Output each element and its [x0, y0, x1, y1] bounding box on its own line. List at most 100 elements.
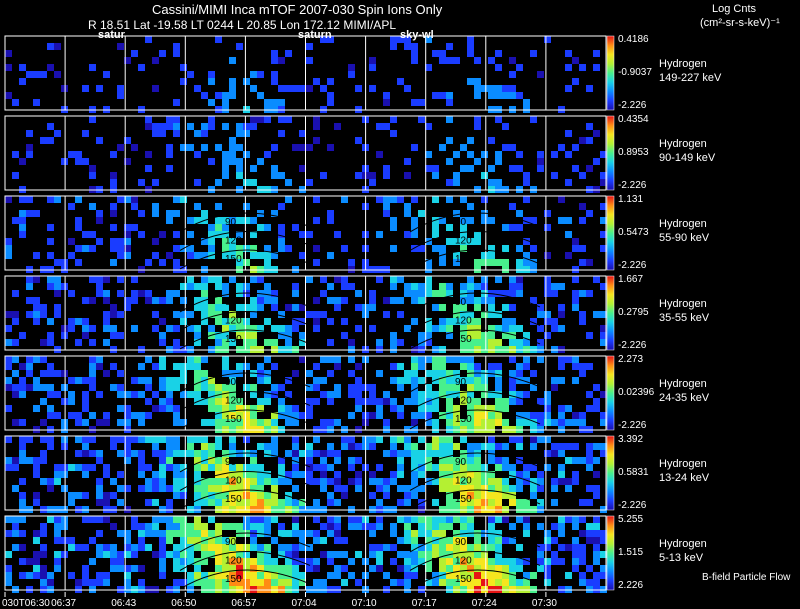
spectrogram-pixel: [334, 419, 341, 426]
spectrogram-pixel: [187, 71, 194, 78]
spectrogram-pixel: [502, 558, 509, 565]
spectrogram-pixel: [166, 210, 173, 217]
spectrogram-pixel: [418, 436, 425, 443]
spectrogram-pixel: [124, 252, 131, 259]
spectrogram-pixel: [278, 224, 285, 231]
spectrogram-pixel: [271, 339, 278, 346]
spectrogram-pixel: [439, 50, 446, 57]
spectrogram-pixel: [334, 551, 341, 558]
spectrogram-pixel: [264, 478, 271, 485]
spectrogram-pixel: [488, 259, 495, 266]
spectrogram-pixel: [271, 565, 278, 572]
spectrogram-pixel: [159, 339, 166, 346]
spectrogram-pixel: [509, 325, 516, 332]
spectrogram-pixel: [250, 217, 257, 224]
spectrogram-pixel: [446, 224, 453, 231]
spectrogram-pixel: [33, 377, 40, 384]
spectrogram-pixel: [425, 450, 432, 457]
spectrogram-pixel: [586, 485, 593, 492]
spectrogram-pixel: [306, 384, 313, 391]
spectrogram-pixel: [467, 499, 474, 506]
spectrogram-pixel: [201, 290, 208, 297]
spectrogram-pixel: [327, 297, 334, 304]
spectrogram-pixel: [110, 551, 117, 558]
spectrogram-pixel: [19, 544, 26, 551]
spectrogram-pixel: [47, 332, 54, 339]
spectrogram-pixel: [481, 217, 488, 224]
spectrogram-pixel: [278, 85, 285, 92]
spectrogram-pixel: [215, 492, 222, 499]
spectrogram-pixel: [236, 172, 243, 179]
spectrogram-pixel: [187, 443, 194, 450]
spectrogram-pixel: [187, 144, 194, 151]
spectrogram-pixel: [369, 530, 376, 537]
spectrogram-pixel: [243, 464, 250, 471]
spectrogram-pixel: [47, 478, 54, 485]
spectrogram-pixel: [292, 412, 299, 419]
spectrogram-pixel: [593, 50, 600, 57]
spectrogram-pixel: [439, 318, 446, 325]
spectrogram-pixel: [425, 123, 432, 130]
spectrogram-pixel: [5, 356, 12, 363]
spectrogram-pixel: [264, 116, 271, 123]
spectrogram-pixel: [383, 398, 390, 405]
spectrogram-pixel: [208, 377, 215, 384]
spectrogram-pixel: [166, 297, 173, 304]
spectrogram-pixel: [565, 130, 572, 137]
spectrogram-pixel: [61, 523, 68, 530]
spectrogram-pixel: [229, 485, 236, 492]
spectrogram-pixel: [516, 64, 523, 71]
spectrogram-pixel: [222, 391, 229, 398]
spectrogram-pixel: [152, 297, 159, 304]
spectrogram-pixel: [544, 290, 551, 297]
spectrogram-pixel: [523, 471, 530, 478]
spectrogram-pixel: [481, 579, 488, 586]
spectrogram-pixel: [586, 85, 593, 92]
spectrogram-pixel: [229, 57, 236, 64]
spectrogram-pixel: [572, 144, 579, 151]
spectrogram-pixel: [40, 530, 47, 537]
spectrogram-pixel: [523, 478, 530, 485]
spectrogram-pixel: [509, 558, 516, 565]
spectrogram-pixel: [467, 36, 474, 43]
spectrogram-pixel: [418, 471, 425, 478]
spectrogram-pixel: [425, 405, 432, 412]
spectrogram-pixel: [47, 579, 54, 586]
spectrogram-pixel: [33, 99, 40, 106]
spectrogram-pixel: [173, 325, 180, 332]
spectrogram-pixel: [271, 443, 278, 450]
spectrogram-pixel: [236, 318, 243, 325]
spectrogram-pixel: [348, 339, 355, 346]
spectrogram-pixel: [243, 179, 250, 186]
spectrogram-pixel: [131, 412, 138, 419]
spectrogram-pixel: [138, 419, 145, 426]
spectrogram-pixel: [334, 530, 341, 537]
contour-line: [179, 391, 311, 411]
spectrogram-pixel: [75, 450, 82, 457]
spectrogram-pixel: [33, 551, 40, 558]
spectrogram-pixel: [432, 370, 439, 377]
spectrogram-pixel: [348, 283, 355, 290]
spectrogram-pixel: [516, 224, 523, 231]
spectrogram-pixel: [446, 377, 453, 384]
spectrogram-pixel: [194, 471, 201, 478]
spectrogram-pixel: [152, 179, 159, 186]
spectrogram-pixel: [600, 283, 607, 290]
spectrogram-pixel: [474, 398, 481, 405]
spectrogram-pixel: [75, 217, 82, 224]
spectrogram-pixel: [278, 57, 285, 64]
spectrogram-pixel: [229, 464, 236, 471]
spectrogram-pixel: [229, 391, 236, 398]
spectrogram-pixel: [47, 137, 54, 144]
spectrogram-pixel: [467, 398, 474, 405]
spectrogram-pixel: [47, 391, 54, 398]
spectrogram-pixel: [12, 172, 19, 179]
spectrogram-pixel: [138, 523, 145, 530]
spectrogram-pixel: [453, 151, 460, 158]
spectrogram-pixel: [488, 499, 495, 506]
spectrogram-pixel: [208, 123, 215, 130]
spectrogram-pixel: [33, 464, 40, 471]
spectrogram-pixel: [208, 443, 215, 450]
spectrogram-pixel: [180, 196, 187, 203]
spectrogram-pixel: [502, 572, 509, 579]
